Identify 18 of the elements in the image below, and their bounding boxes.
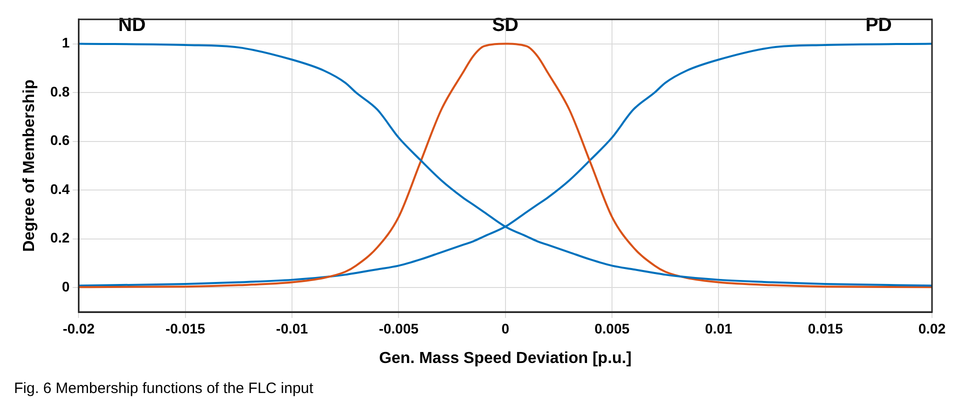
x-tick-label: -0.015 xyxy=(165,320,206,336)
y-tick-label: 0.2 xyxy=(50,230,70,246)
caption: Fig. 6 Membership functions of the FLC input xyxy=(14,380,314,397)
x-tick-label: -0.005 xyxy=(378,320,419,336)
y-axis-title: Degree of Membership xyxy=(21,79,38,252)
x-tick-label: 0.015 xyxy=(808,320,844,336)
x-axis-title: Gen. Mass Speed Deviation [p.u.] xyxy=(379,350,632,367)
x-tick-label: -0.02 xyxy=(62,320,95,336)
y-tick-label: 1 xyxy=(62,34,70,51)
x-tick-label: 0.02 xyxy=(918,320,946,336)
y-tick-label: 0.4 xyxy=(50,180,70,197)
y-tick-label: 0.8 xyxy=(50,83,70,100)
x-tick-label: -0.01 xyxy=(276,320,308,336)
x-tick-label: 0 xyxy=(501,320,510,336)
y-tick-label: 0 xyxy=(62,278,70,294)
x-tick-label: 0.01 xyxy=(705,320,732,336)
y-tick-label: 0.6 xyxy=(50,132,70,148)
x-tick-label: 0.005 xyxy=(594,320,630,336)
